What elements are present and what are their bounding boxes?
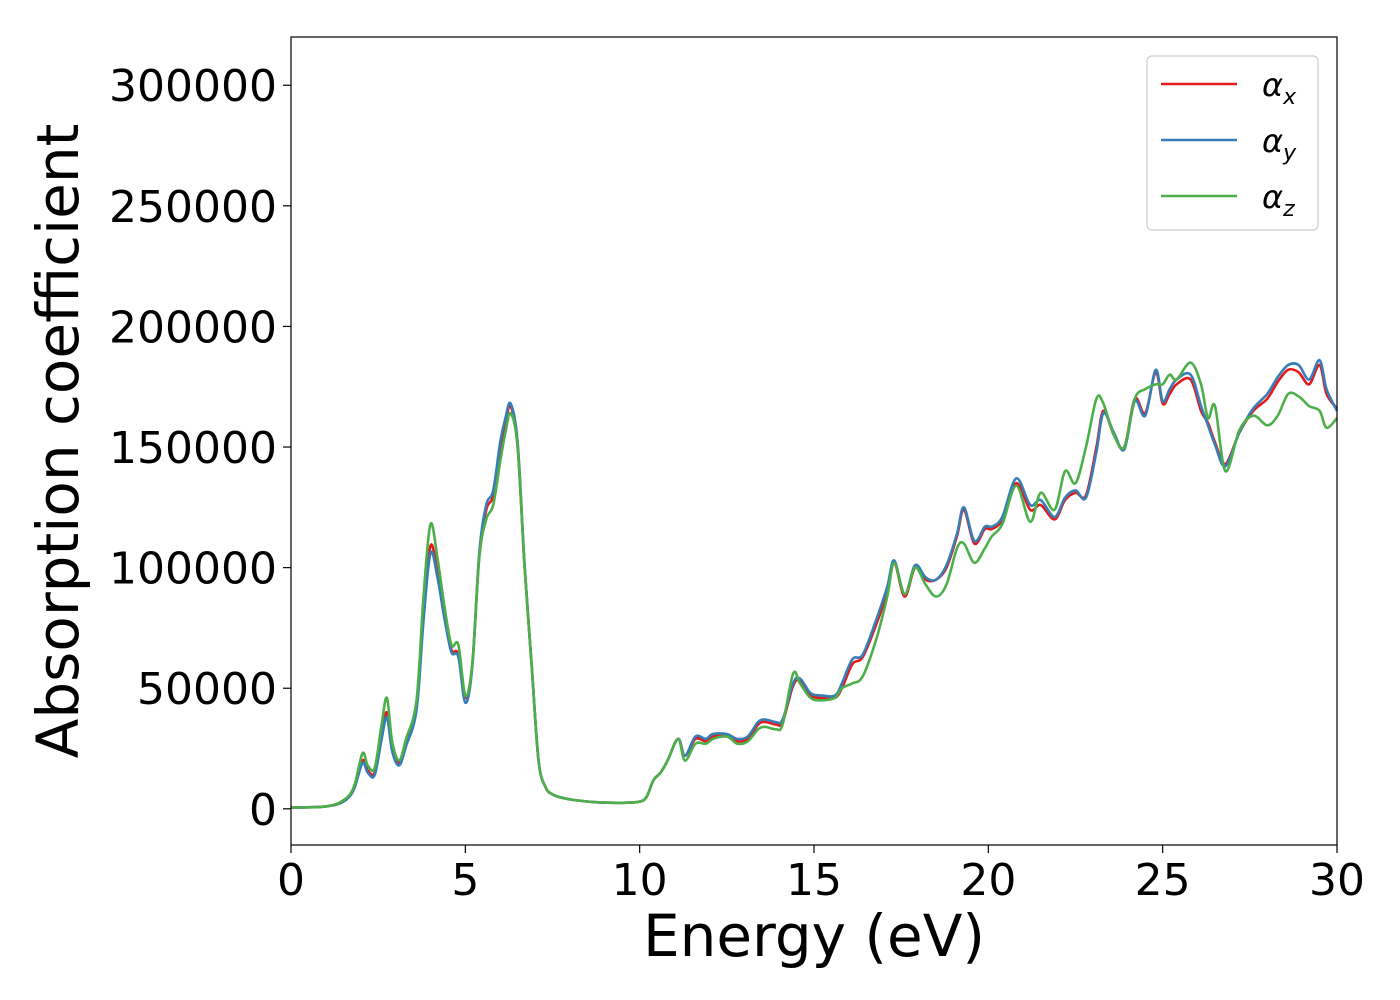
x-tick-label: 25 [1135,855,1191,906]
legend-label-base: α [1262,178,1283,216]
y-tick-label: 200000 [109,302,277,353]
y-axis: 0 50000 100000 150000 200000 250000 300000 [109,61,291,836]
y-axis-title: Absorption coefficient [24,124,92,759]
y-tick-label: 300000 [109,61,277,112]
x-tick-label: 30 [1309,855,1365,906]
y-tick-label: 0 [249,785,277,836]
legend-label-base: α [1262,122,1283,160]
legend-label-z: αz [1262,178,1295,222]
x-axis-title: Energy (eV) [643,902,985,970]
series-line-z [290,361,1338,809]
y-tick-label: 150000 [109,423,277,474]
x-tick-label: 15 [786,855,842,906]
legend-label-y: αy [1262,122,1297,166]
legend-label-x: αx [1262,66,1297,110]
series-layer [290,358,1339,809]
y-tick-label: 100000 [109,544,277,595]
legend-label-base: α [1262,66,1283,104]
legend-box [1146,55,1319,231]
x-axis: 0 5 10 15 20 25 30 [277,845,1365,906]
legend-label-sub: z [1282,197,1295,222]
legend-label-sub: y [1282,141,1297,166]
x-tick-label: 20 [960,855,1016,906]
y-tick-label: 50000 [137,664,277,715]
legend-label-sub: x [1282,85,1297,110]
x-tick-label: 10 [612,855,668,906]
x-tick-label: 0 [277,855,305,906]
x-tick-label: 5 [451,855,479,906]
series-line-y [290,358,1339,809]
y-tick-label: 250000 [109,182,277,233]
